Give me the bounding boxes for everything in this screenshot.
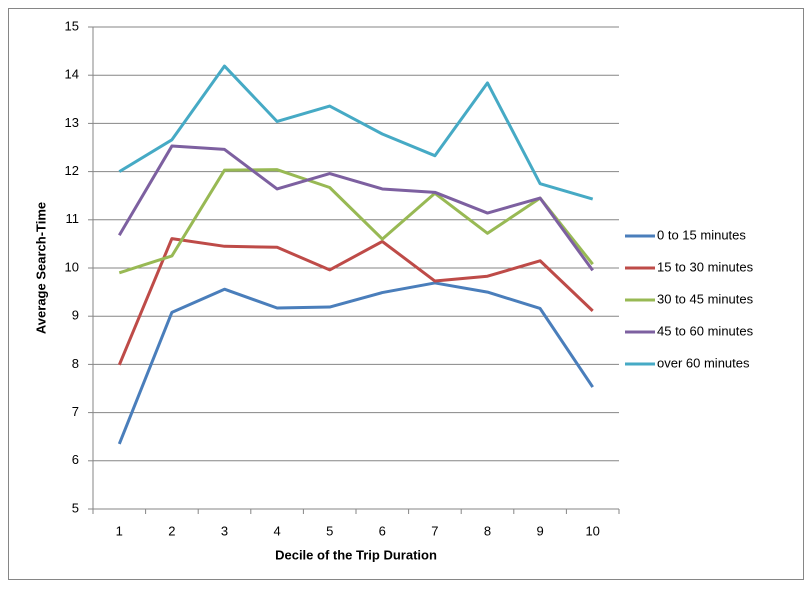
y-tick-label: 6: [72, 452, 79, 467]
y-axis-title: Average Search-Time: [33, 202, 48, 334]
x-tick-label: 3: [221, 523, 228, 538]
y-tick-label: 12: [65, 163, 79, 178]
series-line: [117, 237, 594, 366]
series-line: [118, 64, 594, 201]
x-tick-label: 10: [585, 523, 599, 538]
y-tick-label: 13: [65, 115, 79, 130]
y-tick-label: 7: [72, 404, 79, 419]
x-tick-label: 4: [273, 523, 280, 538]
legend-label: over 60 minutes: [657, 355, 750, 370]
x-tick-label: 6: [379, 523, 386, 538]
y-tick-label: 5: [72, 500, 79, 515]
series-line: [118, 168, 594, 275]
legend-label: 0 to 15 minutes: [657, 227, 746, 242]
y-tick-label: 9: [72, 308, 79, 323]
y-tick-label: 8: [72, 356, 79, 371]
x-tick-label: 9: [536, 523, 543, 538]
x-tick-label: 1: [116, 523, 123, 538]
x-tick-label: 8: [484, 523, 491, 538]
y-tick-label: 15: [65, 18, 79, 33]
legend-label: 45 to 60 minutes: [657, 323, 754, 338]
x-tick-label: 2: [168, 523, 175, 538]
y-tick-label: 10: [65, 259, 79, 274]
y-tick-label: 14: [65, 67, 79, 82]
legend-label: 30 to 45 minutes: [657, 291, 754, 306]
series-line: [117, 281, 594, 445]
x-tick-label: 5: [326, 523, 333, 538]
chart-frame: [8, 8, 804, 580]
x-axis-title: Decile of the Trip Duration: [275, 547, 437, 562]
series-line: [118, 144, 594, 272]
y-tick-label: 11: [66, 211, 80, 226]
legend-label: 15 to 30 minutes: [657, 259, 754, 274]
x-tick-label: 7: [431, 523, 438, 538]
